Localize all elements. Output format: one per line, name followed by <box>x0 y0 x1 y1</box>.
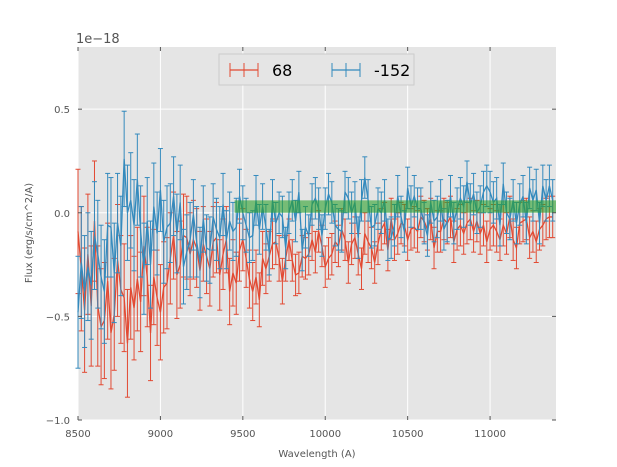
y-axis-label: Flux (erg/s/cm^2/A) <box>24 183 35 283</box>
legend-item-0: 68 <box>229 61 292 80</box>
y-tick-label: −1.0 <box>46 416 70 427</box>
legend-label: -152 <box>374 61 410 80</box>
y-tick-label: 0.5 <box>54 105 70 116</box>
series-line <box>77 214 553 344</box>
axis-ticks <box>77 47 556 421</box>
plot-area <box>78 47 556 420</box>
y-tick-label: −0.5 <box>46 312 70 323</box>
x-tick-label: 9500 <box>230 429 255 440</box>
continuum-band <box>234 200 556 213</box>
x-tick-label: 11000 <box>474 429 506 440</box>
series-layer <box>75 110 556 398</box>
x-tick-label: 8500 <box>65 429 90 440</box>
x-tick-label: 10000 <box>309 429 341 440</box>
legend-item-1: -152 <box>331 61 410 80</box>
x-tick-label: 10500 <box>392 429 424 440</box>
y-offset-label: 1e−18 <box>76 32 120 47</box>
x-tick-label: 9000 <box>148 429 173 440</box>
x-tick-labels: 8500 9000 9500 10000 10500 11000 <box>65 429 506 440</box>
legend-label: 68 <box>272 61 292 80</box>
x-axis-label: Wavelength (A) <box>278 449 355 460</box>
y-tick-label: 0.0 <box>54 209 70 220</box>
band-layer <box>234 200 556 213</box>
series-1 <box>75 110 556 369</box>
legend: 68 -152 <box>218 53 415 86</box>
series-line <box>77 158 554 313</box>
y-tick-labels: −1.0 −0.5 0.0 0.5 <box>46 105 70 427</box>
